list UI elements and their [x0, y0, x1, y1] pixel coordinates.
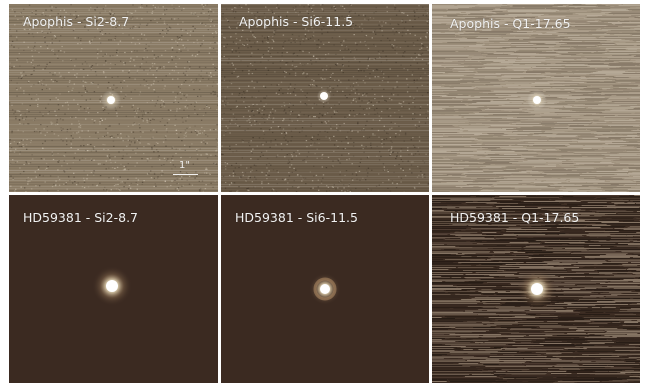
scale-bar-line	[173, 174, 198, 175]
panel-apophis-si6: Apophis - Si6-11.5	[221, 4, 429, 192]
panel-hd59381-q1: HD59381 - Q1-17.65	[432, 195, 640, 383]
panel-label: HD59381 - Si6-11.5	[235, 210, 358, 225]
panel-image	[9, 195, 218, 383]
panel-label: HD59381 - Si2-8.7	[23, 210, 138, 225]
panel-image	[221, 195, 429, 383]
scale-bar-label: 1"	[179, 160, 190, 171]
panel-label: Apophis - Si2-8.7	[23, 14, 130, 29]
panel-apophis-q1: Apophis - Q1-17.65	[432, 4, 640, 192]
panel-image	[221, 4, 429, 192]
panel-apophis-si2: Apophis - Si2-8.7 1"	[9, 4, 218, 192]
panel-hd59381-si2: HD59381 - Si2-8.7	[9, 195, 218, 383]
panel-label: HD59381 - Q1-17.65	[450, 210, 580, 225]
panel-image	[9, 4, 218, 192]
panel-hd59381-si6: HD59381 - Si6-11.5	[221, 195, 429, 383]
panel-image	[432, 195, 640, 383]
panel-label: Apophis - Si6-11.5	[239, 14, 354, 29]
panel-label: Apophis - Q1-17.65	[450, 16, 571, 31]
panel-image	[432, 4, 640, 192]
